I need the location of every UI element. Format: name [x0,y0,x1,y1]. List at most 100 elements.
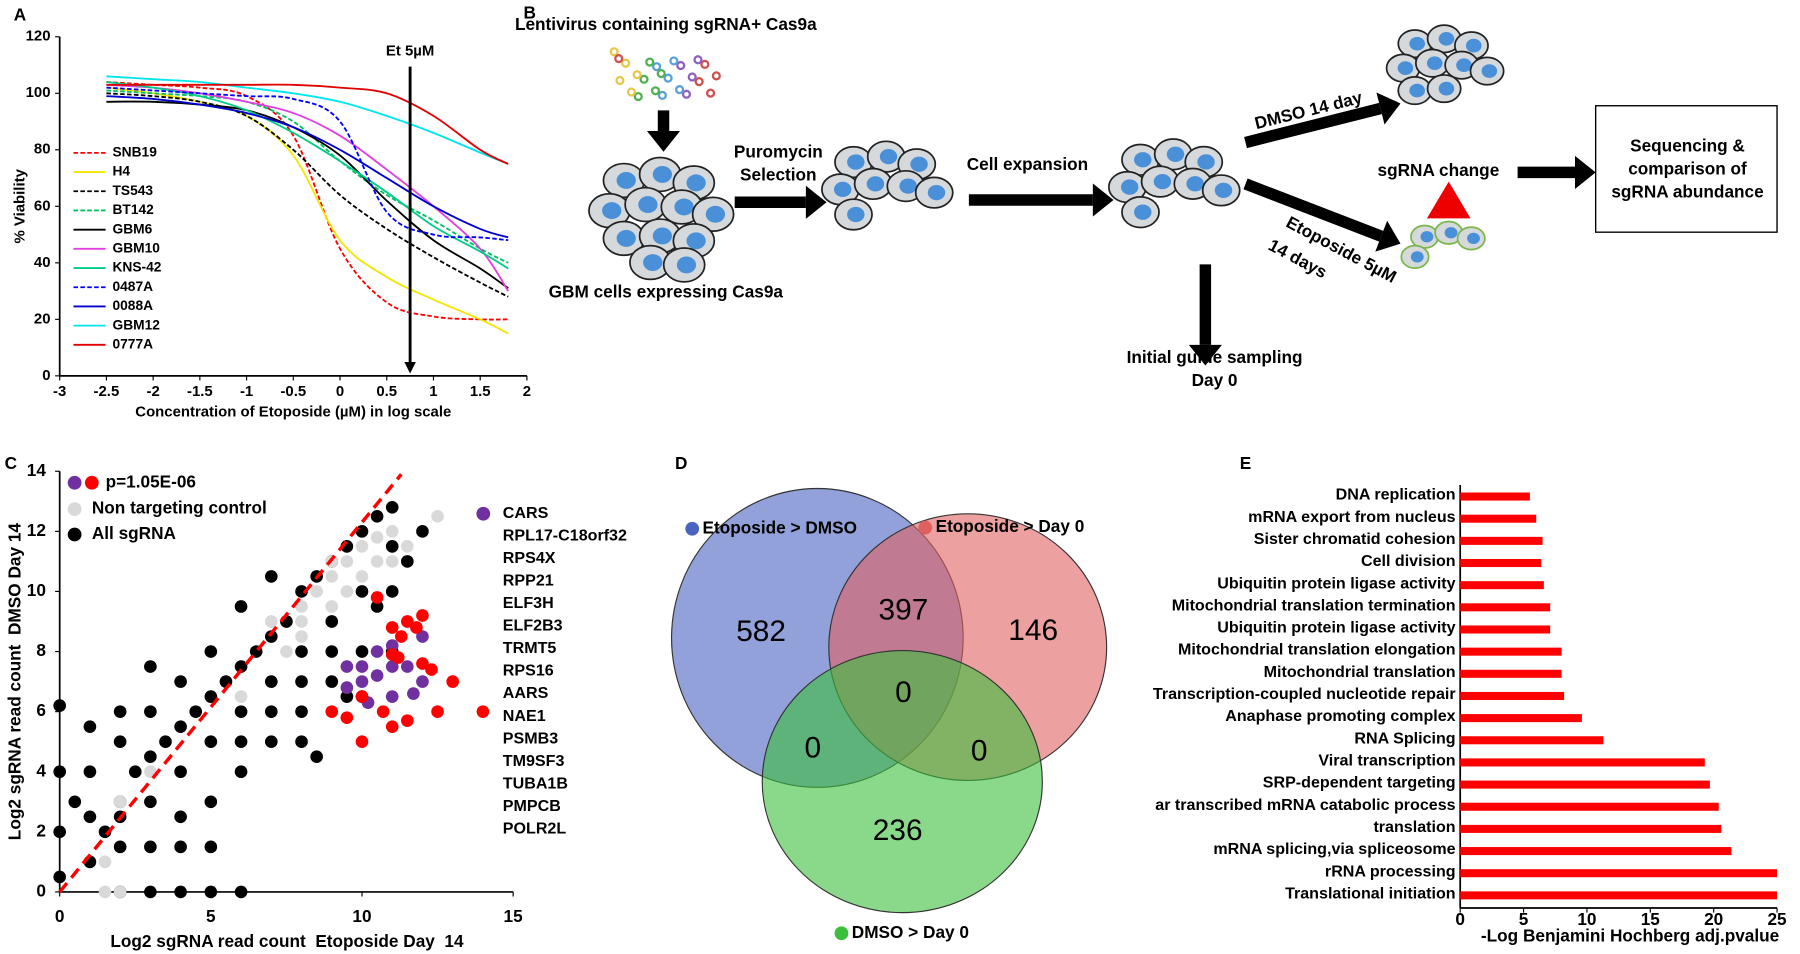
bar [1460,847,1732,856]
diagram-label: Day 0 [1192,370,1238,390]
scatter-point [385,540,399,553]
scatter-point [385,555,399,568]
scatter-point [370,510,384,523]
y-tick-label: 10 [27,580,46,600]
scatter-point [53,825,67,839]
scatter-point [113,885,127,899]
nucleus [1444,227,1458,239]
scatter-point [144,705,157,718]
scatter-point [355,660,369,673]
label-dot [476,506,491,521]
nucleus [643,254,663,271]
scatter-point [204,885,218,899]
diagram-label: Initial guide sampling [1127,347,1303,367]
scatter-point [295,735,308,749]
arrow [1243,178,1384,242]
scatter-point [204,795,218,809]
y-tick-label: 4 [36,760,46,780]
panel-label: A [14,5,26,25]
nucleus [1409,83,1425,98]
x-tick-label: -1 [240,383,253,400]
scatter-point [431,510,444,523]
nucleus [638,196,658,214]
nucleus [676,256,697,274]
y-tick-label: 8 [36,640,46,660]
line-series [106,83,509,292]
bar [1460,514,1537,523]
nucleus [1397,61,1414,75]
scatter-point [234,600,248,613]
y-tick-label: 0 [36,880,46,900]
virus [675,85,685,95]
line-series [106,81,509,270]
bar [1460,891,1778,900]
scatter-point [355,525,369,538]
y-tick-label: 100 [26,84,51,101]
scatter-point [355,540,369,553]
x-tick-label: 0 [55,906,65,926]
category-label: mRNA export from nucleus [1248,508,1455,526]
category-label: rRNA processing [1325,862,1456,880]
category-label: Sister chromatid cohesion [1254,530,1456,548]
nucleus [616,172,636,189]
scatter-point [295,600,308,613]
nucleus [847,154,865,170]
scatter-point [355,735,369,749]
y-tick-label: 120 [26,28,51,45]
nucleus [1456,58,1472,73]
scatter-point [340,690,354,703]
scatter-point [53,765,67,779]
arrow-head [1575,155,1596,189]
y-tick-label: 0 [42,367,50,384]
nucleus [1409,36,1425,51]
scatter-point [53,699,67,712]
legend-dot [67,475,82,490]
virus [687,72,697,82]
panel-label: D [675,453,687,473]
bar [1460,625,1551,634]
gene-label: RPS4X [503,549,556,567]
nucleus [1186,176,1204,192]
arrow-head [404,362,416,374]
scatter-point [476,705,490,718]
triangle [1426,181,1471,219]
scatter-point [416,657,429,670]
nucleus [847,206,865,223]
region-count: 0 [895,676,912,709]
diagram-label: GBM cells expressing Cas9a [549,282,784,302]
scatter-point [416,630,429,643]
y-tick-label: 2 [36,820,46,840]
line-series [106,95,509,239]
diagram-label: Sequencing & [1630,136,1745,156]
x-axis-label: Log2 sgRNA read count Etoposide Day 14 [110,931,464,951]
diagram-label: Cell expansion [967,154,1088,174]
arrow-head [646,131,681,152]
scatter-point [234,885,248,899]
arrow [1244,102,1382,149]
bar [1460,736,1604,745]
scatter-point [355,675,369,688]
scatter-point [401,660,414,673]
scatter-point [53,870,67,884]
cell-cluster [1108,138,1241,229]
set-label: Etoposide > DMSO [703,517,857,537]
scatter-point [204,690,218,703]
virus [639,74,649,84]
gene-label: PMPCB [503,797,561,815]
gene-label: TRMT5 [503,639,557,657]
scatter-point [401,714,414,727]
x-tick-label: 0 [336,383,344,400]
virus [693,55,703,65]
scatter-point [113,840,127,854]
gene-label: CARS [503,504,549,522]
legend-dot [918,520,933,535]
legend-label: GBM10 [113,240,161,255]
scatter-point [325,615,339,628]
scatter-point [295,675,308,688]
scatter-point [416,675,429,688]
nucleus [910,156,928,172]
gene-label: TUBA1B [503,774,568,792]
scatter-point [113,735,127,749]
legend-dot [84,475,99,490]
